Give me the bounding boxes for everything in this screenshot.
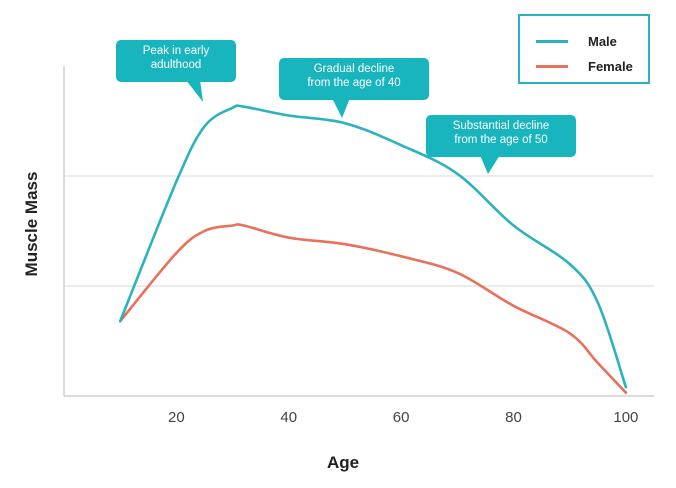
legend-label-female: Female [588,58,633,74]
x-tick-label-60: 60 [393,409,410,426]
annotation-gradual-line-1: Gradual decline [313,63,395,75]
series-line-male [118,104,628,389]
callout-pointers [186,80,500,174]
annotation-gradual-decline: Gradual decline from the age of 40 [279,58,429,100]
legend-swatch-male [536,39,568,43]
pointer-substantial [480,155,500,174]
annotation-substantial-decline: Substantial decline from the age of 50 [426,115,576,157]
annotation-gradual-line-2: from the age of 40 [307,77,401,89]
series-line-female [118,223,628,394]
x-tick-label-80: 80 [505,409,522,426]
x-axis-title: Age [327,453,359,472]
annotation-substantial-line-2: from the age of 50 [454,134,548,146]
legend-label-male: Male [588,33,617,49]
annotation-substantial-line-1: Substantial decline [452,120,550,132]
annotation-peak-line-2: adulthood [150,59,202,71]
legend-item-female: Female [536,58,633,74]
annotation-peak: Peak in early adulthood [116,40,236,82]
pointer-peak [186,80,203,102]
x-tick-label-40: 40 [280,409,297,426]
x-tick-label-100: 100 [613,409,638,426]
y-axis-title: Muscle Mass [22,172,41,277]
legend: Male Female [518,14,650,84]
x-tick-labels: 20 40 60 80 100 [168,409,638,426]
pointer-gradual [332,98,350,118]
legend-item-male: Male [536,33,617,49]
annotation-peak-line-1: Peak in early [142,45,210,57]
grid-lines [64,175,654,287]
legend-swatch-female [536,64,568,68]
x-tick-label-20: 20 [168,409,185,426]
series-lines [118,104,628,394]
